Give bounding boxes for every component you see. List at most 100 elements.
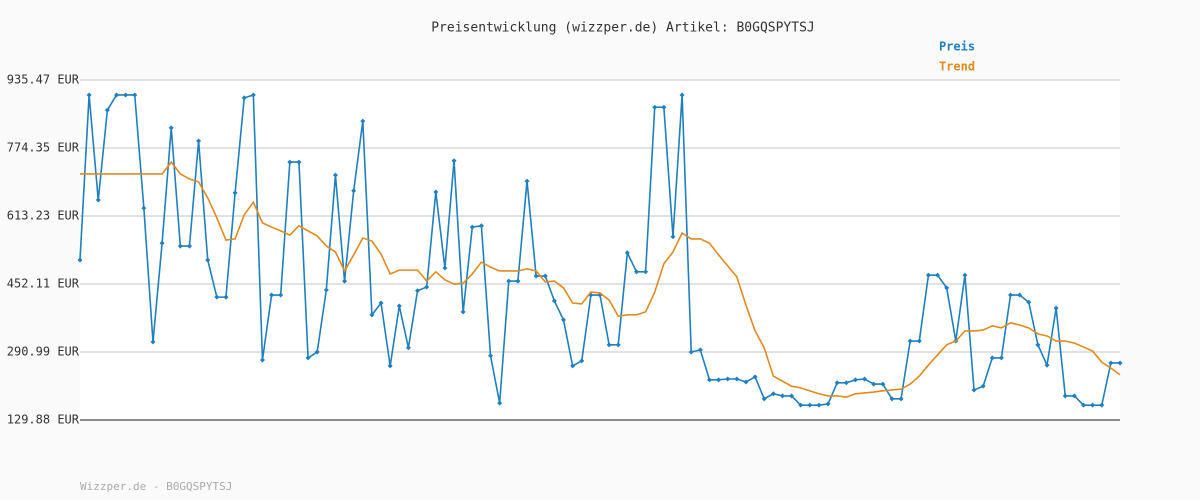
point (1071, 393, 1077, 399)
point (1026, 299, 1032, 305)
point (862, 376, 868, 382)
point (405, 345, 411, 351)
point (323, 287, 329, 293)
point (980, 383, 986, 389)
point (843, 380, 849, 386)
point (998, 355, 1004, 361)
point (351, 188, 357, 194)
point (396, 303, 402, 309)
point (898, 396, 904, 402)
point (971, 387, 977, 393)
point (871, 381, 877, 387)
point (259, 357, 265, 363)
point (570, 363, 576, 369)
point (615, 342, 621, 348)
point (652, 104, 658, 110)
point (834, 380, 840, 386)
point (451, 158, 457, 164)
chart-title: Preisentwicklung (wizzper.de) Artikel: B… (431, 21, 815, 36)
point (223, 294, 229, 300)
point (314, 349, 320, 355)
point (798, 402, 804, 408)
point (113, 92, 119, 98)
point (852, 377, 858, 383)
point (469, 224, 475, 230)
point (916, 338, 922, 344)
point (661, 104, 667, 110)
point (141, 205, 147, 211)
point (561, 317, 567, 323)
y-tick-label: 935.47 EUR (7, 73, 80, 87)
point (743, 379, 749, 385)
point (1099, 402, 1105, 408)
point (752, 374, 758, 380)
point (1053, 305, 1059, 311)
point (716, 377, 722, 383)
point (278, 292, 284, 298)
point (1117, 360, 1123, 366)
point (77, 257, 83, 263)
point (542, 273, 548, 279)
point (789, 393, 795, 399)
point (269, 292, 275, 298)
point (360, 118, 366, 124)
point (433, 189, 439, 195)
point (205, 257, 211, 263)
point (779, 393, 785, 399)
point (606, 342, 612, 348)
y-tick-label: 129.88 EUR (7, 413, 80, 427)
point (679, 92, 685, 98)
point (551, 298, 557, 304)
point (962, 272, 968, 278)
series-line (80, 160, 1121, 398)
point (643, 269, 649, 275)
point (670, 234, 676, 240)
point (624, 250, 630, 256)
point (369, 312, 375, 318)
point (889, 396, 895, 402)
point (342, 278, 348, 284)
point (761, 396, 767, 402)
point (1035, 342, 1041, 348)
point (989, 355, 995, 361)
point (688, 349, 694, 355)
point (378, 300, 384, 306)
point (387, 363, 393, 369)
point (296, 159, 302, 165)
point (1008, 292, 1014, 298)
point (159, 240, 165, 246)
legend-label: Trend (939, 60, 975, 74)
point (1062, 393, 1068, 399)
point (770, 391, 776, 397)
point (287, 159, 293, 165)
point (935, 272, 941, 278)
point (104, 107, 110, 113)
point (150, 339, 156, 345)
point (415, 288, 421, 294)
y-tick-label: 290.99 EUR (7, 345, 80, 359)
point (123, 92, 129, 98)
point (944, 285, 950, 291)
point (1017, 292, 1023, 298)
point (232, 190, 238, 196)
point (305, 355, 311, 361)
point (241, 95, 247, 101)
point (424, 284, 430, 290)
point (132, 92, 138, 98)
point (168, 125, 174, 131)
point (579, 358, 585, 364)
point (515, 278, 521, 284)
point (816, 402, 822, 408)
point (807, 402, 813, 408)
point (880, 381, 886, 387)
plot-area (80, 80, 1120, 420)
point (1090, 402, 1096, 408)
y-tick-label: 452.11 EUR (7, 277, 80, 291)
point (214, 294, 220, 300)
point (478, 223, 484, 229)
point (907, 338, 913, 344)
y-tick-label: 774.35 EUR (7, 141, 80, 155)
point (1108, 360, 1114, 366)
